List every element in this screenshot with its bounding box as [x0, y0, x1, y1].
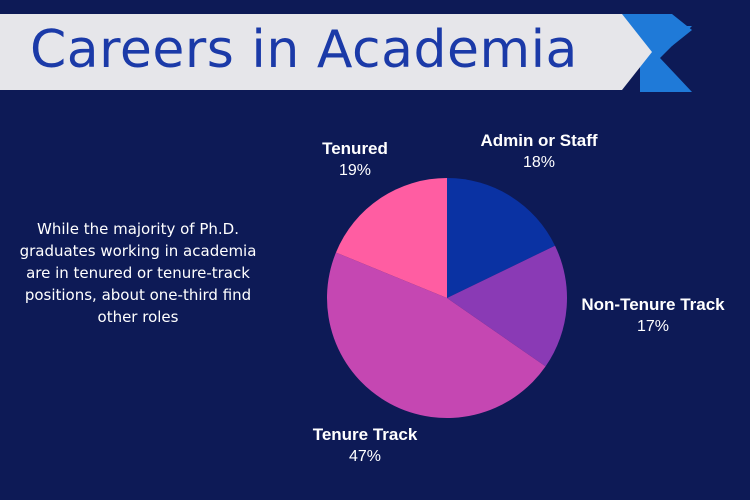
page-title: Careers in Academia [30, 20, 578, 80]
slice-name: Tenured [322, 139, 388, 158]
slice-value: 19% [338, 162, 372, 179]
slice-tenured [335, 178, 447, 298]
slice-name: Admin or Staff [480, 131, 598, 150]
chart-description: While the majority of Ph.D. graduates wo… [19, 220, 257, 326]
banner-ribbon-body [0, 14, 652, 90]
banner-ribbon-tail [640, 26, 692, 92]
slice-label-tenure-track: Tenure Track 47% [290, 424, 440, 468]
slice-value: 47% [348, 448, 382, 465]
slice-value: 18% [522, 154, 556, 171]
slice-label-tenured: Tenured 19% [290, 138, 420, 182]
slice-tenure-track [327, 252, 546, 418]
title-banner [0, 14, 692, 92]
slice-label-non-tenure: Non-Tenure Track 17% [568, 294, 738, 338]
slice-value: 17% [636, 318, 670, 335]
slice-name: Non-Tenure Track [581, 295, 725, 314]
slice-label-admin: Admin or Staff 18% [464, 130, 614, 174]
slice-admin-or-staff [447, 178, 556, 298]
slice-name: Tenure Track [312, 425, 418, 444]
slice-non-tenure-track [447, 245, 567, 367]
